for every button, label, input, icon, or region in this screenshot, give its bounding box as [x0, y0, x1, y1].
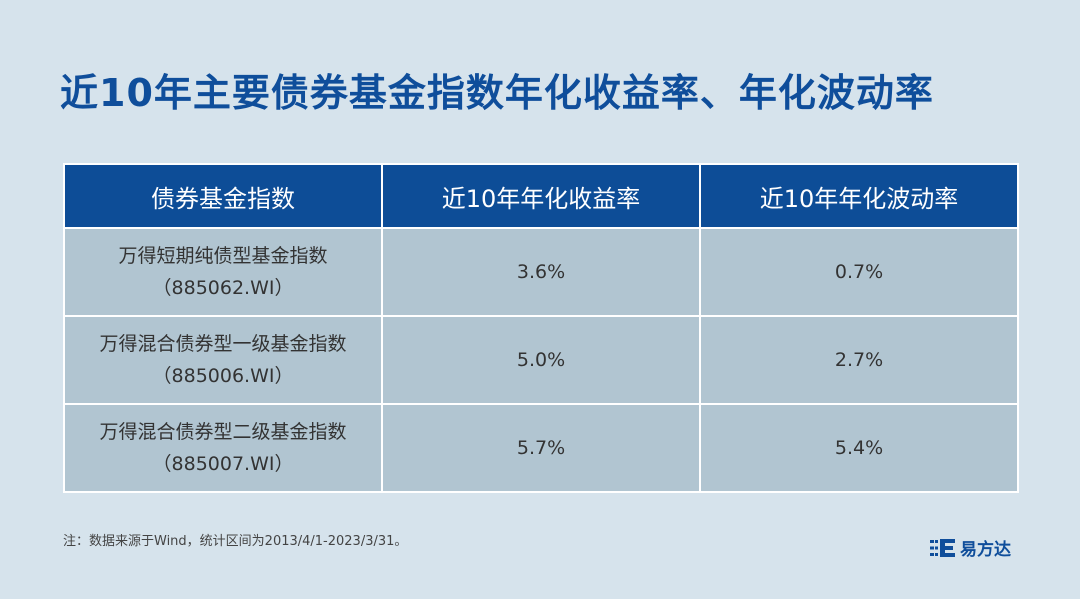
return-cell: 5.7%: [381, 403, 701, 493]
table-row: 万得短期纯债型基金指数 （885062.WI） 3.6% 0.7%: [63, 227, 1019, 317]
source-note: 注：数据来源于Wind，统计区间为2013/4/1-2023/3/31。: [63, 534, 408, 549]
header-annual-volatility: 近10年年化波动率: [699, 163, 1019, 229]
index-code: （885006.WI）: [152, 365, 294, 387]
brand-logo: 易方达: [930, 535, 1011, 560]
index-name: 万得短期纯债型基金指数: [118, 245, 328, 267]
table-row: 万得混合债券型一级基金指数 （885006.WI） 5.0% 2.7%: [63, 315, 1019, 405]
page-title: 近10年主要债券基金指数年化收益率、年化波动率: [60, 71, 934, 115]
index-name-cell: 万得混合债券型二级基金指数 （885007.WI）: [63, 403, 383, 493]
return-cell: 3.6%: [381, 227, 701, 317]
index-name: 万得混合债券型二级基金指数: [99, 421, 347, 443]
header-annual-return: 近10年年化收益率: [381, 163, 701, 229]
table-header-row: 债券基金指数 近10年年化收益率 近10年年化波动率: [63, 163, 1019, 229]
index-name-cell: 万得短期纯债型基金指数 （885062.WI）: [63, 227, 383, 317]
brand-logo-text: 易方达: [960, 540, 1011, 560]
index-name-cell: 万得混合债券型一级基金指数 （885006.WI）: [63, 315, 383, 405]
index-code: （885007.WI）: [152, 453, 294, 475]
header-index-name: 债券基金指数: [63, 163, 383, 229]
volatility-cell: 2.7%: [699, 315, 1019, 405]
table-row: 万得混合债券型二级基金指数 （885007.WI） 5.7% 5.4%: [63, 403, 1019, 493]
volatility-cell: 5.4%: [699, 403, 1019, 493]
index-name: 万得混合债券型一级基金指数: [99, 333, 347, 355]
volatility-cell: 0.7%: [699, 227, 1019, 317]
brand-logo-icon: [930, 538, 955, 557]
fund-index-table: 债券基金指数 近10年年化收益率 近10年年化波动率 万得短期纯债型基金指数 （…: [63, 163, 1019, 493]
index-code: （885062.WI）: [152, 277, 294, 299]
return-cell: 5.0%: [381, 315, 701, 405]
